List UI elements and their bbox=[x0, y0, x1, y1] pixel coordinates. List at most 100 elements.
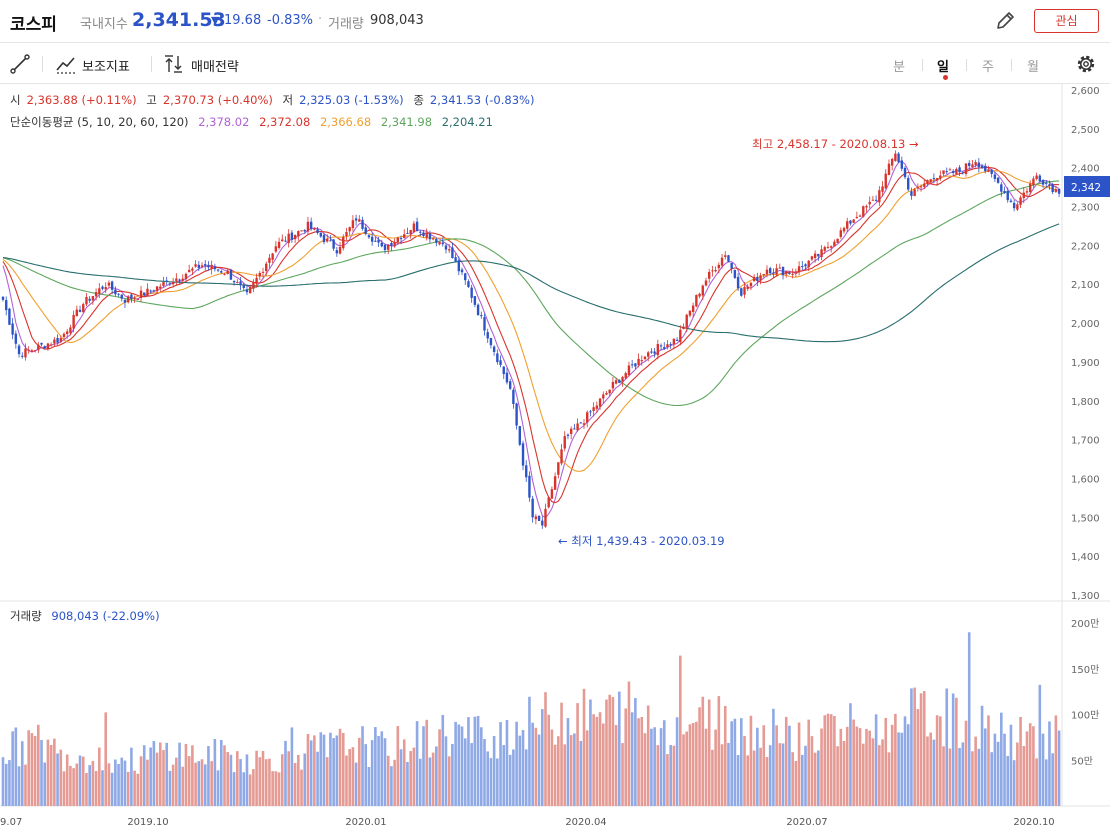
candle-body bbox=[364, 227, 367, 234]
candle-body bbox=[974, 162, 977, 165]
volume-bar bbox=[894, 713, 897, 806]
header: 코스피 국내지수 · 2,341.53 ▼ 19.68 -0.83% · 거래량… bbox=[0, 0, 1110, 43]
candle-body bbox=[258, 272, 261, 277]
volume-bar bbox=[653, 727, 656, 806]
volume-bar bbox=[1012, 760, 1016, 806]
volume-bar bbox=[242, 772, 246, 806]
candle-body bbox=[576, 423, 579, 431]
volume-bar bbox=[341, 732, 345, 806]
candle-body bbox=[637, 358, 640, 365]
candle-body bbox=[740, 288, 743, 296]
volume-bar bbox=[598, 712, 602, 806]
candle-body bbox=[1029, 183, 1032, 192]
volume-bar bbox=[884, 717, 888, 806]
candle-body bbox=[428, 233, 432, 240]
volume-bar bbox=[547, 714, 550, 806]
candle-body bbox=[236, 281, 239, 283]
volume-tick-label: 100만 bbox=[1071, 710, 1099, 722]
candle-body bbox=[53, 339, 56, 344]
candle-body bbox=[698, 293, 701, 297]
watchlist-button[interactable]: 관심 bbox=[1034, 9, 1099, 33]
low-label: 저 bbox=[282, 93, 294, 107]
settings-gear-icon[interactable] bbox=[1075, 53, 1097, 75]
candle-body bbox=[955, 168, 958, 174]
candle-body bbox=[380, 242, 383, 247]
volume-bar bbox=[589, 699, 592, 806]
candle-body bbox=[752, 276, 756, 282]
draw-line-icon[interactable] bbox=[9, 53, 31, 75]
period-minute[interactable]: 분 bbox=[893, 60, 905, 75]
candle-body bbox=[720, 257, 724, 266]
volume-bar bbox=[788, 725, 791, 806]
candle-body bbox=[788, 272, 791, 274]
candle-body bbox=[226, 270, 229, 274]
volume-bar bbox=[146, 759, 149, 806]
volume-bar bbox=[996, 741, 1000, 806]
volume-bar bbox=[1028, 723, 1032, 806]
volume-bar bbox=[1025, 731, 1029, 806]
candle-body bbox=[489, 338, 493, 346]
date-tick-label: 2020.10 bbox=[1013, 817, 1054, 828]
volume-bars bbox=[1, 632, 1061, 806]
candle-body bbox=[216, 269, 220, 271]
volume-bar bbox=[56, 753, 59, 806]
volume-bar bbox=[306, 733, 310, 806]
candle-body bbox=[987, 169, 990, 172]
volume-bar bbox=[419, 758, 422, 806]
volume-bar bbox=[518, 735, 522, 806]
volume-bar bbox=[650, 728, 653, 806]
candle-body bbox=[126, 296, 130, 303]
candle-body bbox=[528, 475, 531, 498]
candle-body bbox=[187, 269, 191, 273]
candle-body bbox=[961, 172, 964, 174]
volume-bar bbox=[762, 725, 766, 806]
volume-bar bbox=[836, 746, 839, 806]
volume-bar bbox=[335, 735, 339, 806]
pencil-icon[interactable] bbox=[994, 10, 1016, 32]
candle-body bbox=[736, 276, 740, 289]
candle-body bbox=[37, 344, 40, 351]
period-day[interactable]: 일 bbox=[937, 60, 949, 75]
volume-bar bbox=[460, 726, 464, 806]
price-axis-ticks: 2,600 2,500 2,400 2,300 2,200 2,100 2,000 1,900… bbox=[1071, 86, 1100, 602]
volume-bar bbox=[1041, 733, 1045, 806]
volume-bar bbox=[245, 754, 249, 806]
volume-bar bbox=[820, 728, 823, 806]
candle-body bbox=[852, 219, 855, 223]
volume-bar bbox=[528, 696, 531, 806]
candle-body bbox=[682, 326, 685, 329]
volume-bar bbox=[110, 772, 114, 806]
candle-body bbox=[1054, 189, 1058, 192]
volume-bar bbox=[512, 749, 515, 806]
candle-body bbox=[695, 295, 698, 307]
volume-bar bbox=[756, 727, 759, 806]
candle-body bbox=[59, 338, 62, 342]
candle-body bbox=[396, 237, 400, 243]
volume-bar bbox=[550, 729, 554, 806]
volume-bar bbox=[1051, 753, 1054, 806]
volume-bar bbox=[858, 728, 862, 806]
period-week[interactable]: 주 bbox=[982, 60, 994, 75]
period-month[interactable]: 월 bbox=[1027, 60, 1039, 75]
ma5-value: 2,378.02 bbox=[198, 115, 250, 129]
volume-bar bbox=[605, 699, 608, 806]
candle-body bbox=[27, 349, 30, 351]
volume-bar bbox=[913, 687, 916, 806]
volume-bar bbox=[252, 769, 255, 806]
trade-strategy-icon[interactable] bbox=[163, 53, 185, 75]
high-label: 고 bbox=[146, 93, 157, 107]
current-price-tag: 2,342 bbox=[1071, 182, 1101, 194]
indicator-button[interactable]: 보조지표 bbox=[82, 60, 130, 75]
candle-body bbox=[971, 164, 974, 167]
indicator-icon[interactable] bbox=[55, 53, 77, 75]
volume-bar bbox=[274, 771, 278, 806]
candle-body bbox=[476, 304, 480, 316]
volume-bar bbox=[309, 740, 313, 806]
candle-body bbox=[348, 227, 351, 232]
trade-strategy-button[interactable]: 매매전략 bbox=[191, 60, 239, 75]
volume-bar bbox=[1032, 726, 1035, 806]
candle-body bbox=[56, 338, 59, 343]
candle-body bbox=[277, 241, 281, 249]
toolbar-divider bbox=[42, 56, 43, 72]
candle-body bbox=[5, 300, 8, 311]
